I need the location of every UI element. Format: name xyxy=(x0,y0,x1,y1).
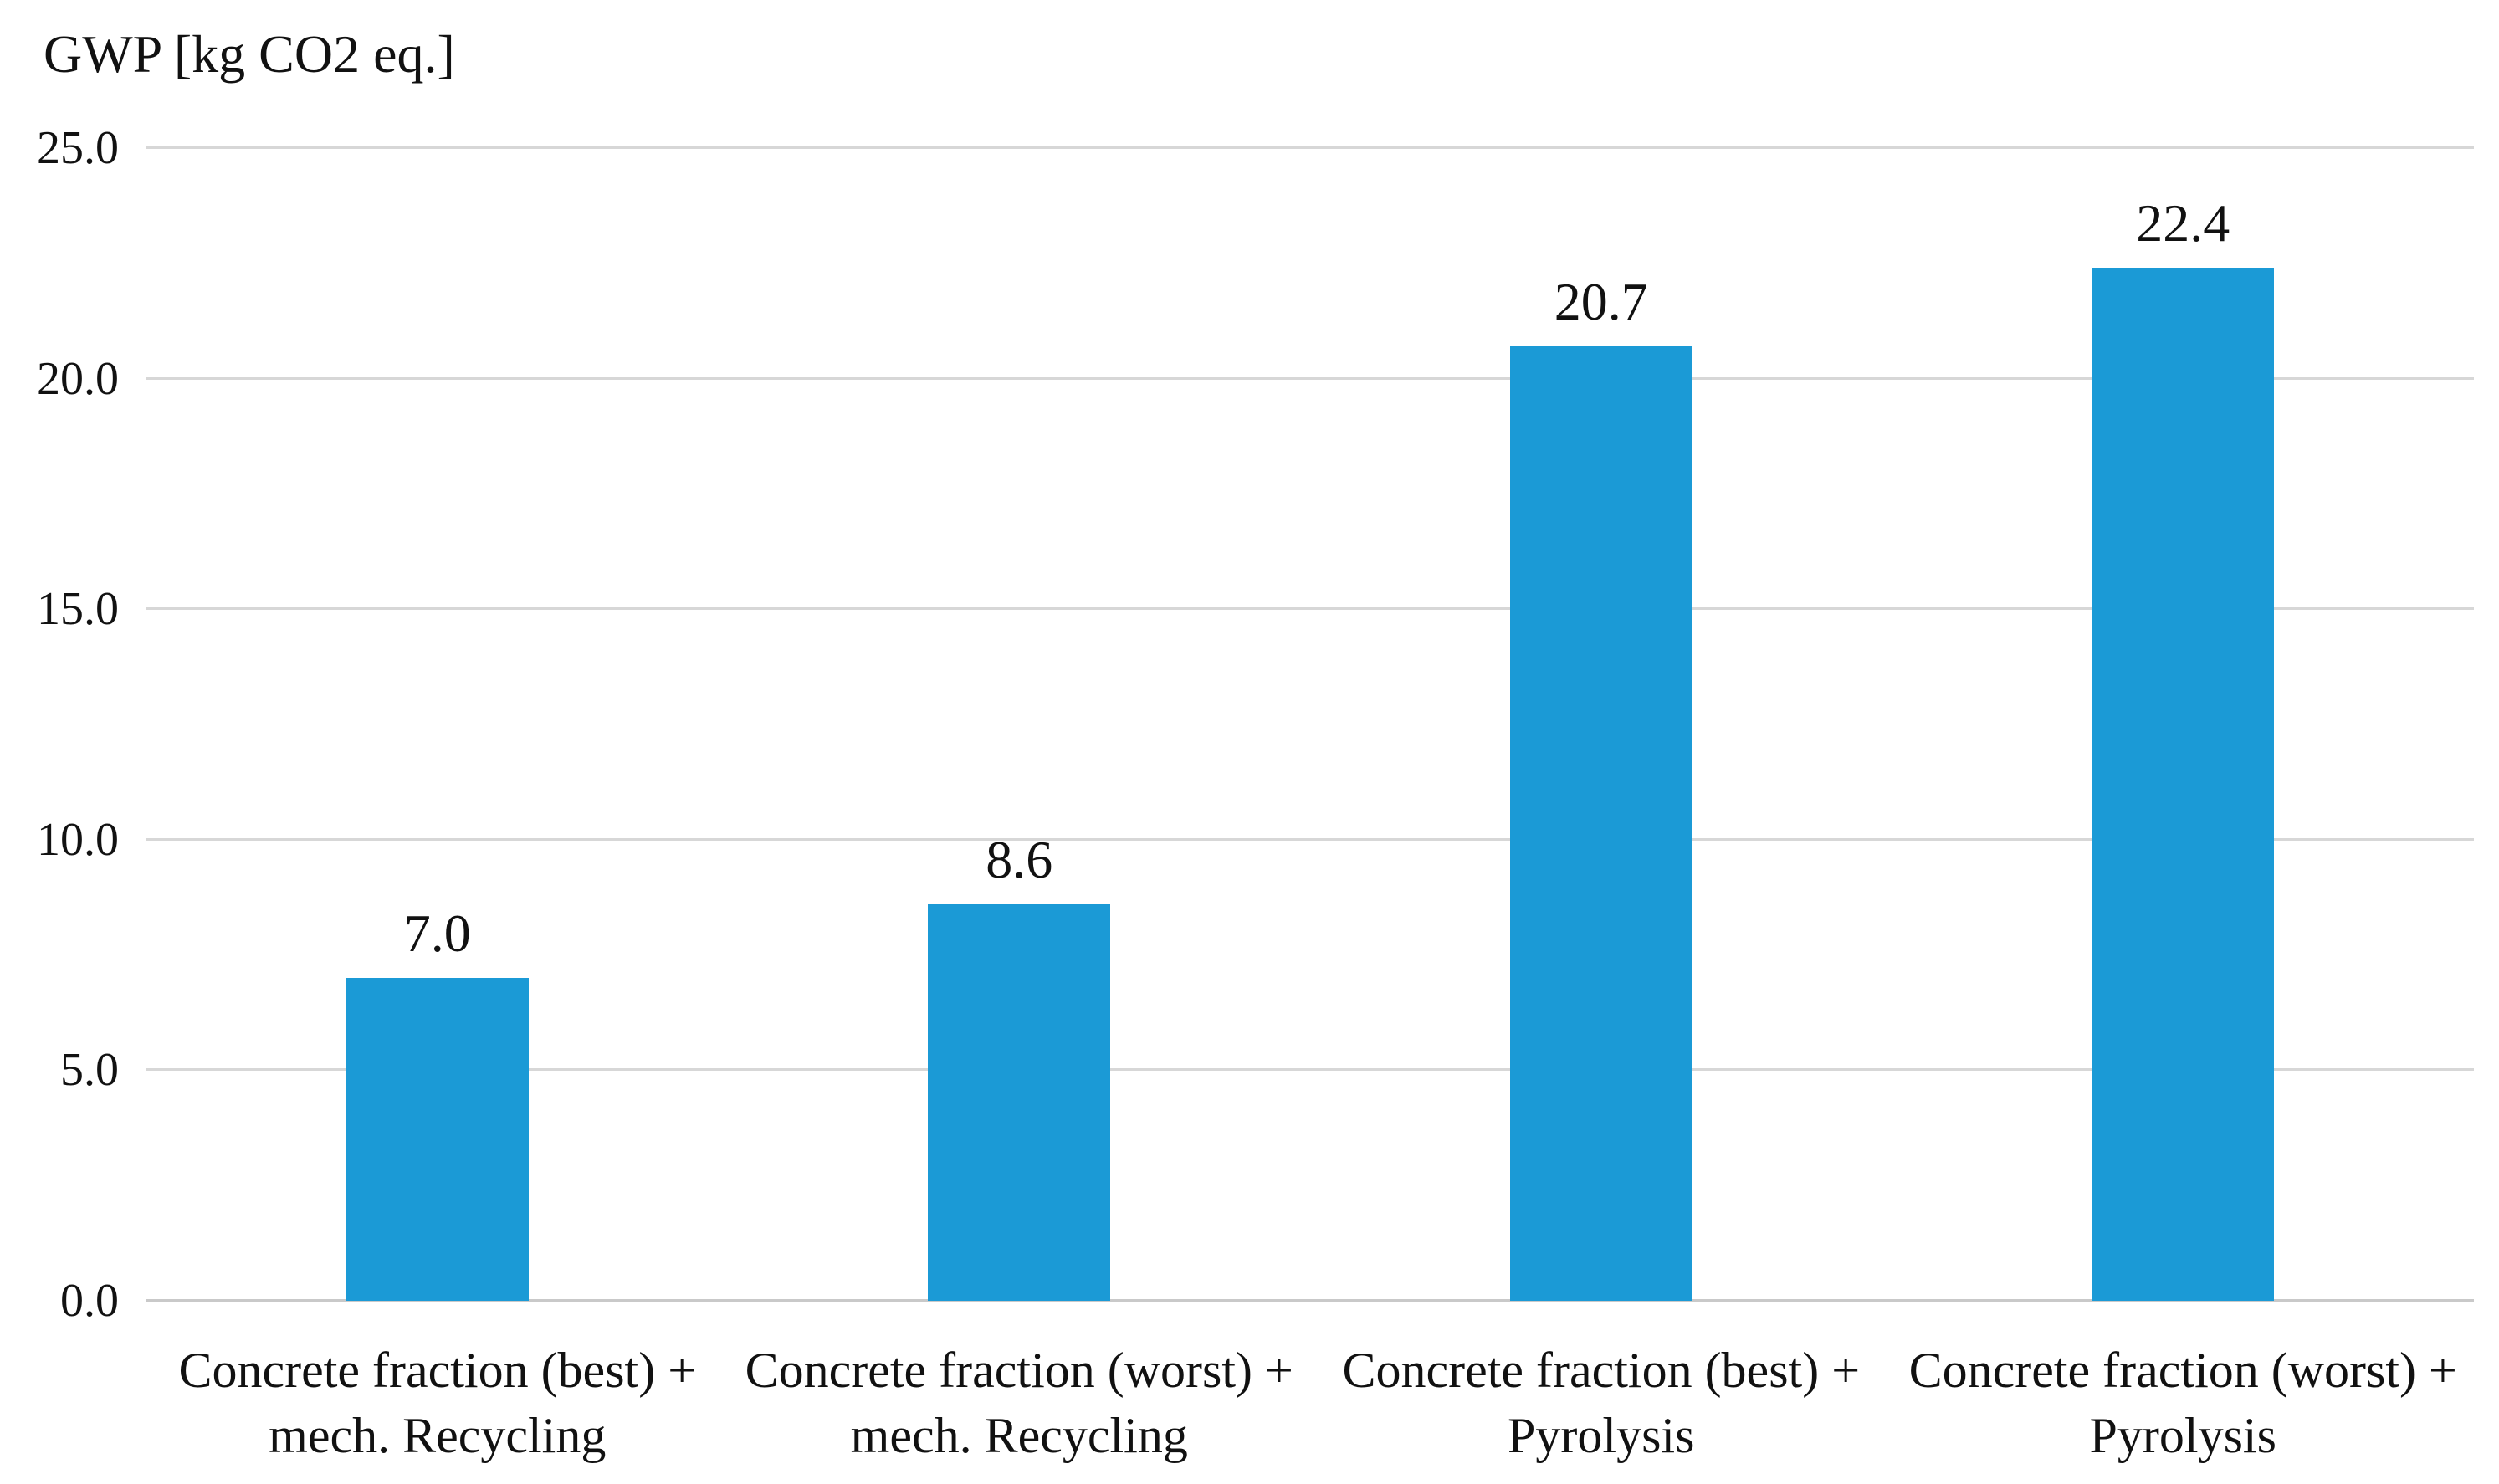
y-axis-tick-label: 25.0 xyxy=(37,122,119,174)
y-axis: 0.0 5.0 10.0 15.0 20.0 25.0 xyxy=(0,125,124,1324)
y-axis-tick-label: 20.0 xyxy=(37,352,119,405)
bar-group: 8.6 Concrete fraction (worst) + mech. Re… xyxy=(729,148,1311,1463)
gridline xyxy=(146,1068,2474,1072)
bar-value-label: 20.7 xyxy=(1554,272,1648,332)
gridline xyxy=(146,146,2474,149)
gridline xyxy=(146,376,2474,380)
bar-series: 7.0 Concrete fraction (best) + mech. Rec… xyxy=(146,148,2475,1463)
x-axis-line xyxy=(146,1299,2474,1302)
plot-area: 7.0 Concrete fraction (best) + mech. Rec… xyxy=(146,146,2475,1463)
bar-value-label: 8.6 xyxy=(986,829,1053,889)
bar xyxy=(928,903,1111,1301)
bar-value-label: 22.4 xyxy=(2136,193,2230,253)
chart-title: GWP [kg CO2 eq.] xyxy=(44,24,455,84)
bar-group: 7.0 Concrete fraction (best) + mech. Rec… xyxy=(146,148,729,1463)
bar xyxy=(346,978,529,1301)
x-axis-category-label: Concrete fraction (best) + mech. Recycli… xyxy=(178,1343,697,1463)
y-axis-tick-label: 5.0 xyxy=(60,1044,119,1097)
bar-group: 22.4 Concrete fraction (worst) + Pyrolys… xyxy=(1892,148,2475,1463)
y-axis-tick-label: 0.0 xyxy=(60,1275,119,1327)
x-axis-category-label: Concrete fraction (best) + Pyrolysis xyxy=(1342,1343,1861,1463)
bar-group: 20.7 Concrete fraction (best) + Pyrolysi… xyxy=(1310,148,1892,1463)
y-axis-tick-label: 15.0 xyxy=(37,583,119,636)
bar xyxy=(1509,346,1692,1301)
x-axis-category-label: Concrete fraction (worst) + mech. Recycl… xyxy=(745,1343,1293,1463)
x-axis-category-label: Concrete fraction (worst) + Pyrolysis xyxy=(1908,1343,2457,1463)
bar-value-label: 7.0 xyxy=(403,903,471,964)
gridline xyxy=(146,837,2474,841)
y-axis-tick-label: 10.0 xyxy=(37,813,119,866)
gridline xyxy=(146,607,2474,611)
bar xyxy=(2092,268,2275,1301)
